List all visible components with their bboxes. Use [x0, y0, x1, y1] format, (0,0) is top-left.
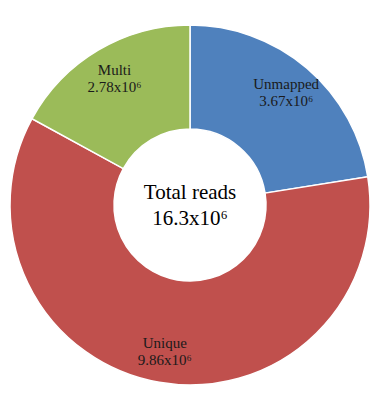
slice [32, 25, 190, 169]
slice [190, 25, 368, 193]
slice [10, 119, 370, 385]
value-label: 3.67x10⁶ [259, 93, 313, 109]
chart: Total reads16.3x10⁶ Unmapped3.67x10⁶ Uniqu… [0, 0, 378, 400]
category-label: Multi [98, 62, 131, 78]
subtitle: 16.3x10⁶ [152, 206, 228, 230]
center-text: Total reads16.3x10⁶ [144, 180, 236, 230]
data-labels: Unmapped3.67x10⁶ Unique9.86x10⁶ Multi2.78x… [87, 62, 319, 368]
category-label: Unmapped [253, 76, 319, 92]
title: Total reads [144, 180, 236, 204]
value-label: 9.86x10⁶ [138, 352, 192, 368]
data-label: Multi2.78x10⁶ [87, 62, 141, 95]
value-label: 2.78x10⁶ [87, 79, 141, 95]
slices [10, 25, 370, 385]
plot: Total reads16.3x10⁶ Unmapped3.67x10⁶ Uniqu… [10, 25, 370, 385]
category-label: Unique [143, 335, 188, 351]
data-label: Unique9.86x10⁶ [138, 335, 192, 368]
data-label: Unmapped3.67x10⁶ [253, 76, 319, 109]
